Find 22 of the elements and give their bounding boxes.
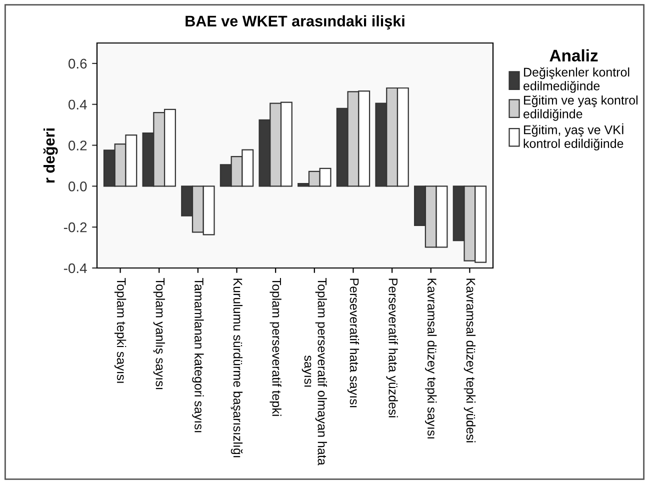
x-tick-label: Toplam perseveratif tepki [270,278,282,416]
legend-label: Değişkenler kontrol edilmediğinde [524,67,630,93]
legend-label: Eğitim ve yaş kontrol edildiğinde [524,95,638,121]
x-tick-label: Perseveratif hata yüzdesi [386,278,398,418]
x-tick-label: Tamamlanan kategori sayısı [192,278,204,432]
x-tick-label: Kavramsal düzey tepki yüdesi [464,278,476,442]
y-tick-label: 0.6 [68,58,87,69]
y-axis-title: r değeri [43,128,58,183]
y-tick-label: 0.0 [68,182,87,192]
y-tick-label: 0.2 [68,140,87,150]
x-tick-label: Toplam tepki sayısı [114,278,126,383]
legend-title: Analiz [550,49,598,62]
y-tick-label: 0.4 [68,100,87,110]
x-tick-label: Toplam yanlış sayısı [153,278,165,390]
x-tick-label: Toplam perseveratif olmayan hata sayısı [302,278,327,466]
x-tick-label: Perseveratif hata sayısı [347,278,360,408]
chart-title: BAE ve WKET arasındaki ilişki [186,15,404,30]
y-tick-label: -0.2 [64,222,87,232]
x-tick-label: Kavramsal düzey tepki sayısı [425,278,437,438]
x-tick-label: Kurulumu sürdürme başarısızlığı [230,278,243,458]
y-tick-label: -0.4 [64,263,87,274]
legend-label: Eğitim, yaş ve VKİ kontrol edildiğinde [524,123,624,150]
